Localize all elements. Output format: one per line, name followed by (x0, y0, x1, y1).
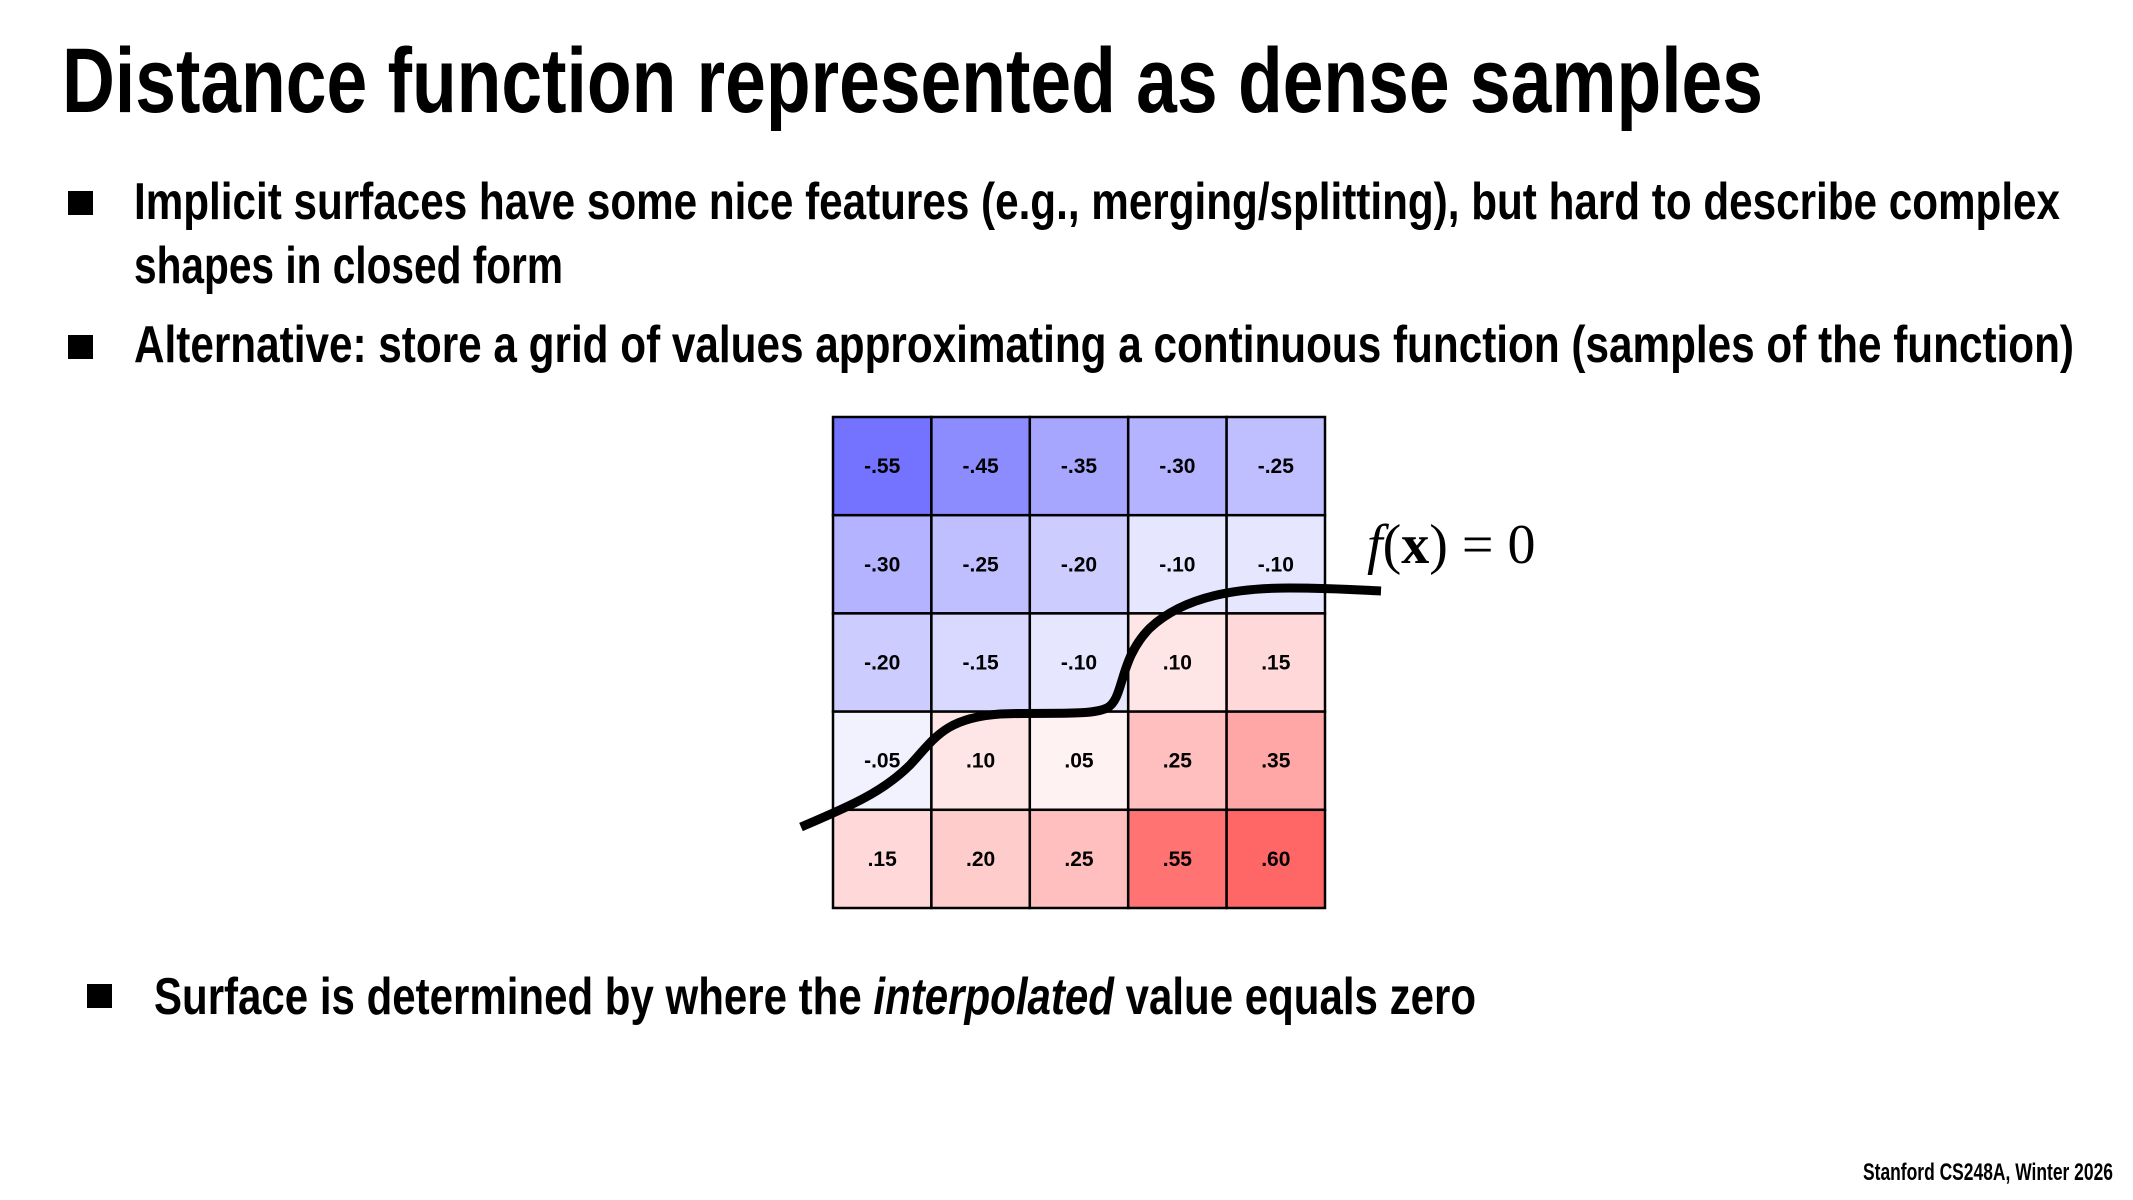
grid-cell (930, 808, 1032, 910)
grid-cell-value: -.15 (963, 652, 1000, 675)
grid-cell-value: .25 (1064, 848, 1094, 871)
grid-cell-value: .10 (1163, 652, 1192, 675)
grid-cell (1225, 710, 1327, 812)
grid-cell-value: .25 (1163, 750, 1193, 773)
bullet-1-line-2: shapes in closed form (134, 237, 563, 295)
grid-cell-value: -.10 (1061, 652, 1097, 675)
grid-cell-value: .10 (966, 750, 995, 773)
grid-cell (1028, 710, 1130, 812)
grid-cell-value: -.45 (963, 455, 1000, 478)
bullet-square-icon (68, 191, 93, 215)
grid-cell (1126, 710, 1228, 812)
grid-cell-value: .05 (1064, 750, 1094, 773)
grid-cell (831, 808, 933, 910)
grid-cell-value: -.30 (864, 553, 900, 576)
grid-cell (1028, 808, 1130, 910)
distance-grid: -.55 -.45 -.35 -.30 -.25 -.30 -.25 -.20 -.10 -.10… (831, 415, 1327, 910)
footer-course-label: Stanford CS248A, Winter 2026 (1863, 1159, 2113, 1186)
grid-cell-value: -.05 (864, 750, 901, 773)
grid-cell (1225, 808, 1327, 910)
grid-cell (1225, 513, 1327, 615)
grid-cell (930, 612, 1032, 713)
grid-cell-value: .20 (966, 848, 995, 871)
bullet-1-line-1: Implicit surfaces have some nice feature… (134, 173, 2060, 231)
equation-label: f(x) = 0 (1367, 514, 1535, 576)
slide-title: Distance function represented as dense s… (62, 30, 1763, 132)
grid-cell-value: -.35 (1061, 455, 1098, 478)
grid-cell-value: -.20 (864, 652, 900, 675)
grid-cell (930, 415, 1032, 517)
grid-cell-value: .15 (868, 848, 898, 871)
bullet-2-line-1: Alternative: store a grid of values appr… (134, 316, 2074, 374)
grid-cell-value: -.25 (963, 553, 1000, 576)
grid-cell-value: .55 (1163, 848, 1193, 871)
bullet-square-icon (87, 984, 112, 1008)
grid-cell-value: -.10 (1258, 553, 1294, 576)
grid-cell-value: .35 (1261, 750, 1291, 773)
grid-cell (831, 415, 933, 517)
grid-cell-value: -.20 (1061, 553, 1097, 576)
grid-cell (831, 513, 933, 615)
grid-cell (831, 710, 933, 812)
bottom-bullet: Surface is determined by where the inter… (154, 968, 1476, 1026)
grid-cell-value: .15 (1261, 652, 1291, 675)
grid-cell (1028, 513, 1130, 615)
grid-cell-value: -.25 (1258, 455, 1295, 478)
grid-cell-value: .60 (1261, 848, 1290, 871)
grid-cell-value: -.10 (1159, 553, 1195, 576)
grid-cell-value: -.30 (1159, 455, 1195, 478)
zero-level-curve (799, 583, 1382, 832)
bullet-square-icon (68, 335, 93, 359)
grid-cell-value: -.55 (864, 455, 901, 478)
